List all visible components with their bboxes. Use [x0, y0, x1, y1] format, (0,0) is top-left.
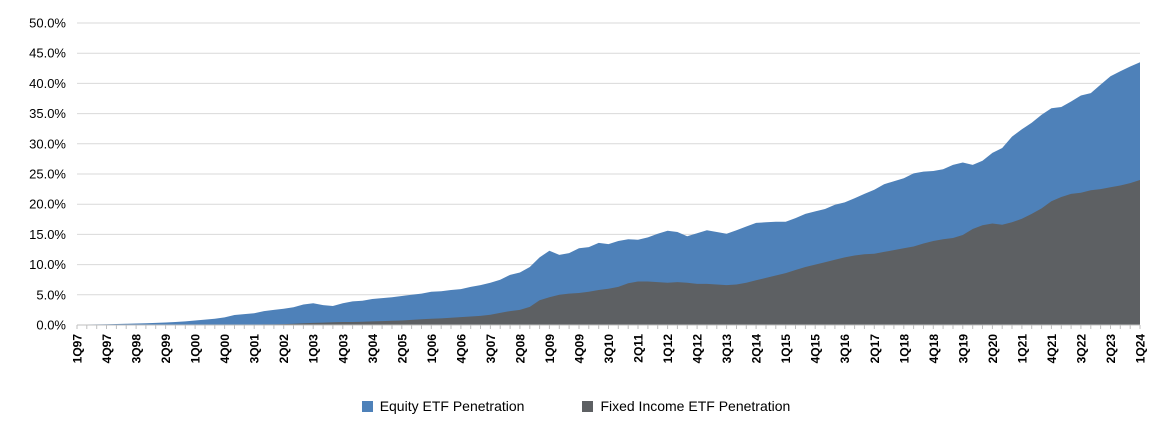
svg-text:1Q18: 1Q18 — [897, 334, 911, 364]
svg-text:2Q05: 2Q05 — [395, 334, 409, 364]
svg-text:40.0%: 40.0% — [29, 76, 66, 91]
svg-text:1Q09: 1Q09 — [543, 334, 557, 364]
svg-text:0.0%: 0.0% — [36, 318, 66, 333]
equity-legend-swatch-icon — [361, 400, 373, 412]
svg-text:4Q03: 4Q03 — [336, 334, 350, 364]
svg-text:1Q24: 1Q24 — [1134, 334, 1148, 364]
svg-text:3Q13: 3Q13 — [720, 334, 734, 364]
svg-text:1Q15: 1Q15 — [779, 334, 793, 364]
svg-text:1Q06: 1Q06 — [425, 334, 439, 364]
svg-text:5.0%: 5.0% — [36, 287, 66, 302]
svg-text:3Q19: 3Q19 — [956, 334, 970, 364]
svg-text:3Q07: 3Q07 — [484, 334, 498, 364]
fixed-income-legend-label: Fixed Income ETF Penetration — [600, 398, 791, 414]
svg-text:25.0%: 25.0% — [29, 167, 66, 182]
svg-text:35.0%: 35.0% — [29, 106, 66, 121]
svg-text:4Q21: 4Q21 — [1045, 334, 1059, 364]
chart-legend: Equity ETF Penetration Fixed Income ETF … — [0, 398, 1152, 414]
svg-text:10.0%: 10.0% — [29, 257, 66, 272]
svg-text:3Q10: 3Q10 — [602, 334, 616, 364]
svg-text:50.0%: 50.0% — [29, 16, 66, 31]
svg-text:2Q11: 2Q11 — [632, 334, 646, 363]
svg-text:3Q01: 3Q01 — [248, 334, 262, 364]
svg-text:1Q12: 1Q12 — [661, 334, 675, 364]
svg-text:4Q97: 4Q97 — [100, 334, 114, 364]
svg-text:30.0%: 30.0% — [29, 136, 66, 151]
svg-text:2Q17: 2Q17 — [868, 334, 882, 364]
svg-text:4Q18: 4Q18 — [927, 334, 941, 364]
svg-text:4Q09: 4Q09 — [573, 334, 587, 364]
legend-item-equity: Equity ETF Penetration — [361, 398, 525, 414]
fixed-income-legend-swatch-icon — [582, 400, 594, 412]
svg-text:2Q02: 2Q02 — [277, 334, 291, 364]
equity-legend-label: Equity ETF Penetration — [379, 398, 525, 414]
svg-text:20.0%: 20.0% — [29, 197, 66, 212]
svg-text:2Q14: 2Q14 — [750, 334, 764, 364]
svg-text:4Q06: 4Q06 — [454, 334, 468, 364]
svg-text:4Q15: 4Q15 — [809, 334, 823, 364]
svg-text:4Q12: 4Q12 — [691, 334, 705, 364]
svg-text:3Q22: 3Q22 — [1074, 334, 1088, 364]
svg-text:15.0%: 15.0% — [29, 227, 66, 242]
svg-text:1Q21: 1Q21 — [1015, 334, 1029, 364]
svg-text:1Q03: 1Q03 — [307, 334, 321, 364]
svg-text:2Q20: 2Q20 — [986, 334, 1000, 364]
svg-text:45.0%: 45.0% — [29, 46, 66, 61]
svg-text:4Q00: 4Q00 — [218, 334, 232, 364]
svg-text:1Q00: 1Q00 — [189, 334, 203, 364]
svg-text:3Q98: 3Q98 — [130, 334, 144, 364]
legend-item-fixed-income: Fixed Income ETF Penetration — [582, 398, 790, 414]
chart-plot-area: 0.0% 5.0% 10.0% 15.0% 20.0% 25.0% 30.0% 35.0% 40… — [29, 16, 1148, 364]
svg-text:3Q16: 3Q16 — [838, 334, 852, 364]
svg-text:2Q08: 2Q08 — [513, 334, 527, 364]
svg-text:3Q04: 3Q04 — [366, 334, 380, 364]
svg-text:2Q99: 2Q99 — [159, 334, 173, 364]
svg-text:1Q97: 1Q97 — [71, 334, 85, 364]
svg-text:2Q23: 2Q23 — [1104, 334, 1118, 364]
